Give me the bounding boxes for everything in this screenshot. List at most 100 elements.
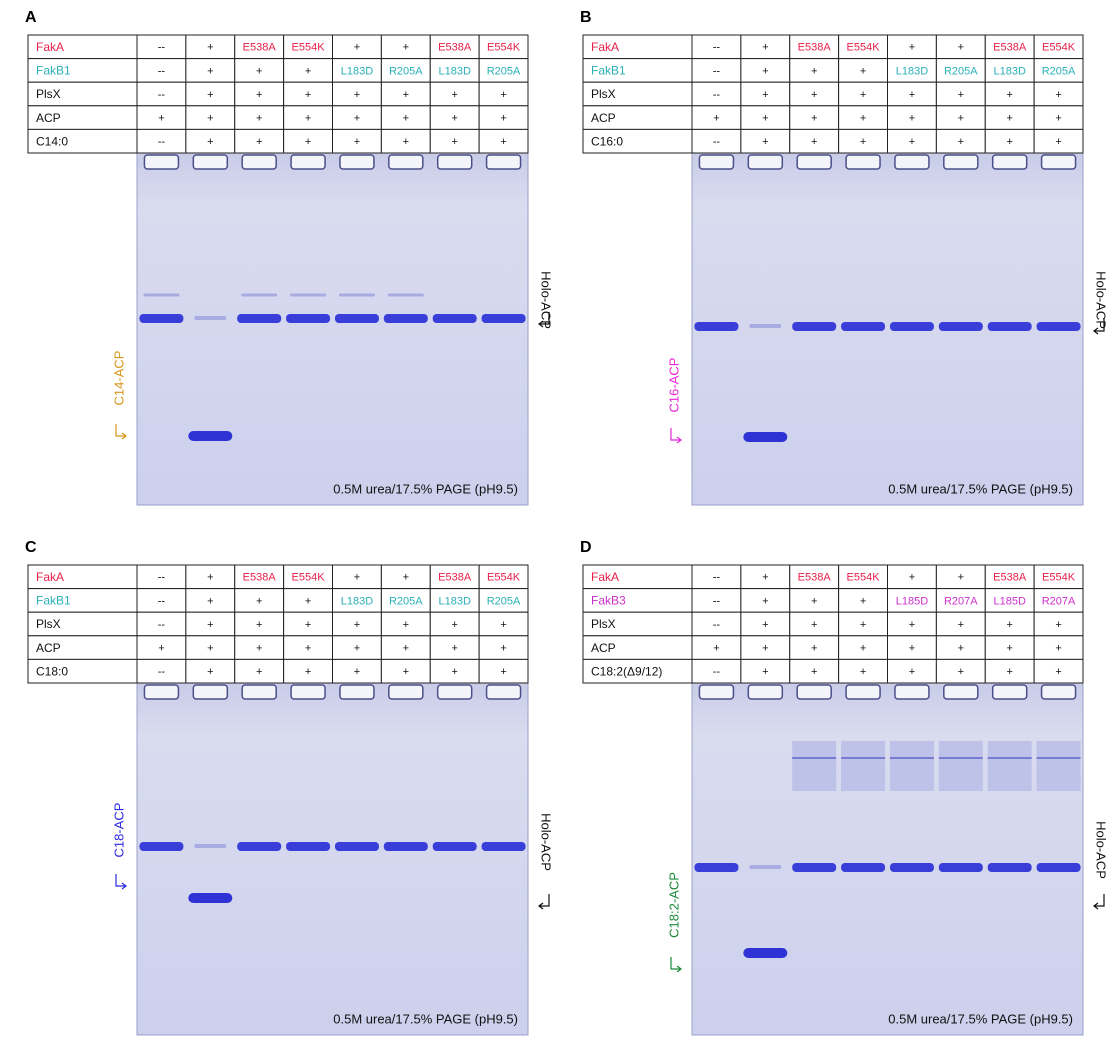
well	[143, 684, 180, 700]
row-header: ACP	[591, 641, 616, 655]
left-label: C18-ACP	[111, 803, 126, 858]
table-cell-text: +	[1006, 113, 1012, 125]
arrow	[115, 874, 127, 890]
table-cell-text: +	[1006, 89, 1012, 101]
table-cell-text: +	[403, 572, 409, 584]
row-header: PlsX	[591, 87, 616, 101]
table-cell-text: E538A	[993, 572, 1027, 584]
row-header: FakA	[591, 570, 619, 584]
band	[938, 322, 983, 331]
table-cell-text: R205A	[487, 595, 521, 607]
band	[889, 322, 934, 331]
table-cell-text: +	[762, 666, 768, 678]
table-cell-text: +	[762, 619, 768, 631]
table-cell-text: R207A	[944, 595, 978, 607]
table-cell-text: +	[909, 643, 915, 655]
right-label: Holo-ACP	[1094, 271, 1109, 329]
table-cell-text: +	[305, 643, 311, 655]
band	[792, 322, 837, 331]
arrow	[538, 312, 550, 328]
row-header: FakB1	[591, 64, 626, 78]
table-cell-text: +	[305, 113, 311, 125]
well	[143, 154, 180, 170]
well	[241, 154, 277, 170]
well	[698, 684, 735, 700]
row-header: FakA	[36, 40, 64, 54]
table-cell-text: +	[305, 619, 311, 631]
table-cell-text: --	[158, 42, 166, 54]
table-cell-text: +	[909, 666, 915, 678]
band	[432, 842, 477, 851]
panel-label: A	[25, 9, 37, 26]
table-cell-text: +	[256, 666, 262, 678]
table-cell-text: +	[207, 595, 213, 607]
band	[188, 431, 233, 441]
well	[192, 684, 229, 700]
well	[1040, 684, 1077, 700]
table-cell-text: +	[958, 643, 964, 655]
table-cell-text: --	[158, 619, 166, 631]
table-cell-text: +	[403, 113, 409, 125]
table-cell-text: +	[1055, 89, 1061, 101]
band	[481, 842, 526, 851]
smear	[987, 741, 1032, 791]
table-cell-text: +	[860, 619, 866, 631]
table-cell-text: +	[354, 42, 360, 54]
gel-note: 0.5M urea/17.5% PAGE (pH9.5)	[888, 1011, 1073, 1026]
arrow	[670, 428, 682, 444]
table-cell-text: +	[860, 666, 866, 678]
band	[938, 863, 983, 872]
table-cell-text: +	[860, 89, 866, 101]
table-cell-text: +	[403, 643, 409, 655]
table-cell-text: +	[354, 643, 360, 655]
table-cell	[1033, 128, 1084, 154]
table-cell-text: --	[158, 572, 166, 584]
band	[694, 863, 739, 872]
table-cell-text: +	[256, 595, 262, 607]
table-cell-text: +	[500, 619, 506, 631]
well	[845, 684, 881, 700]
well	[845, 154, 881, 170]
table-cell-text: --	[713, 136, 721, 148]
table-cell-text: +	[158, 643, 164, 655]
row-header: ACP	[591, 111, 616, 125]
table-cell-text: +	[256, 89, 262, 101]
table-cell-text: +	[811, 619, 817, 631]
table-cell-text: --	[713, 572, 721, 584]
table-cell-text: --	[158, 666, 166, 678]
table-cell-text: +	[762, 65, 768, 77]
table-cell-text: +	[354, 89, 360, 101]
well	[698, 154, 735, 170]
table-cell-text: +	[256, 65, 262, 77]
table-cell-text: +	[909, 619, 915, 631]
well	[436, 684, 473, 700]
table-cell-text: E554K	[847, 42, 881, 54]
band	[749, 324, 782, 328]
table-cell-text: E538A	[798, 572, 832, 584]
table-cell-text: +	[762, 643, 768, 655]
table-cell-text: +	[762, 595, 768, 607]
table-cell-text: +	[403, 42, 409, 54]
table-cell-text: +	[256, 643, 262, 655]
table-cell-text: +	[811, 595, 817, 607]
row-header: FakA	[36, 570, 64, 584]
table-cell-text: +	[713, 643, 719, 655]
table-cell-text: +	[909, 136, 915, 148]
smear	[889, 741, 934, 791]
row-header: ACP	[36, 111, 61, 125]
row-header: PlsX	[36, 617, 61, 631]
smear	[1036, 741, 1081, 791]
table-cell-text: +	[860, 65, 866, 77]
band	[743, 948, 788, 958]
gel-note: 0.5M urea/17.5% PAGE (pH9.5)	[888, 481, 1073, 496]
table-cell-text: +	[909, 113, 915, 125]
table-cell-text: +	[811, 136, 817, 148]
band	[237, 314, 282, 323]
table-cell-text: R205A	[1042, 65, 1076, 77]
table-cell-text: +	[1006, 619, 1012, 631]
table-cell-text: E554K	[487, 572, 521, 584]
well	[388, 154, 424, 170]
smear	[841, 741, 886, 791]
table-cell-text: L183D	[341, 65, 373, 77]
